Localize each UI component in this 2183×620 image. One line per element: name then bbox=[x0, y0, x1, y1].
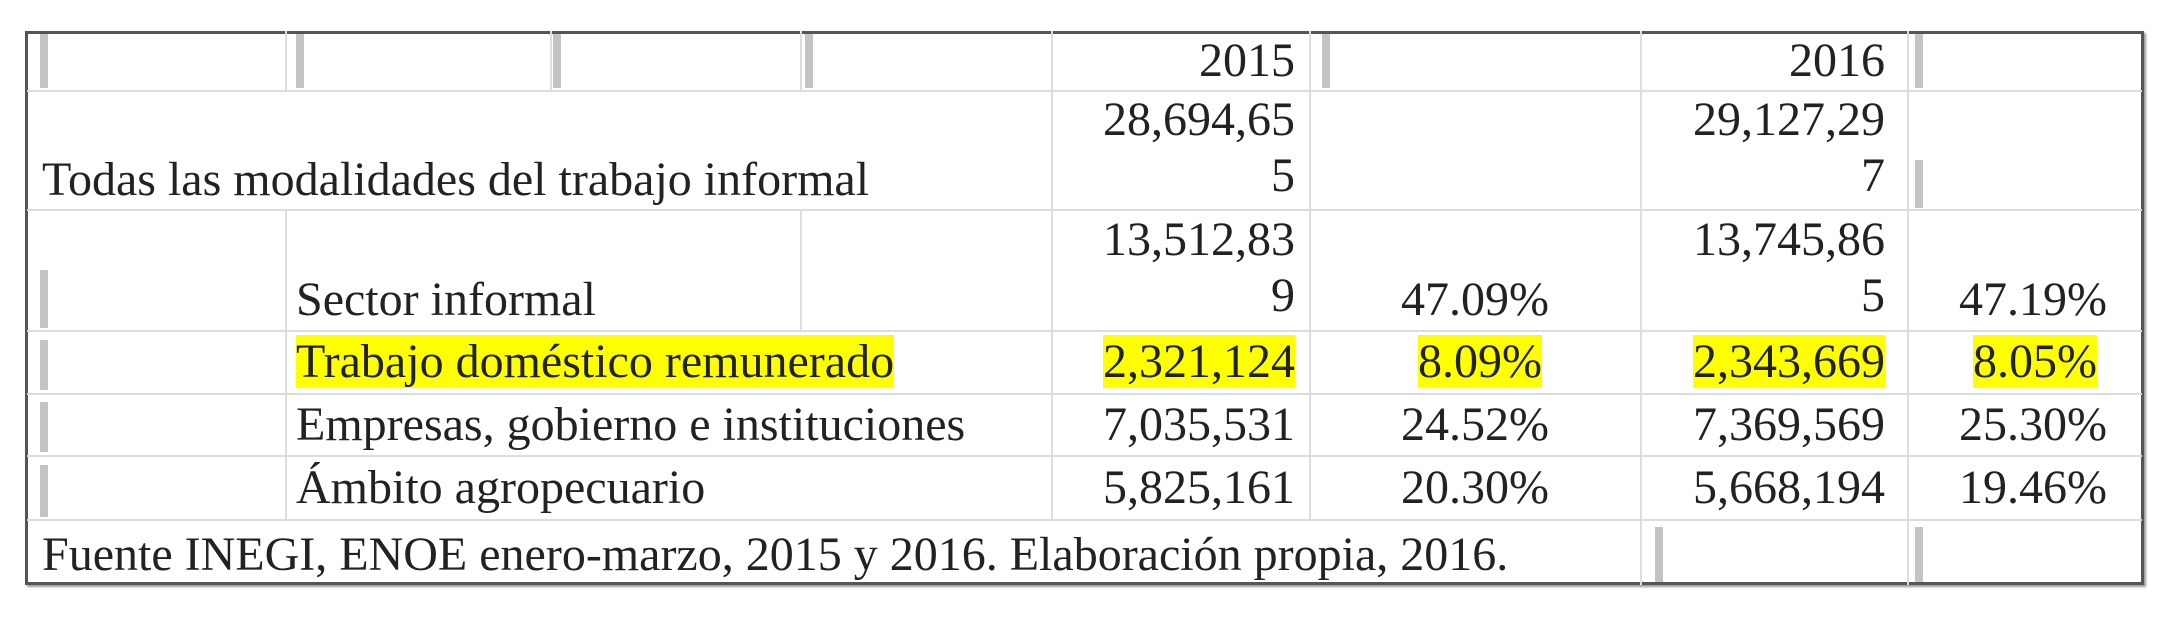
value: 13,745,865 bbox=[1693, 213, 1885, 322]
header-2015: 2015 bbox=[1199, 34, 1295, 87]
value: 8.05% bbox=[1973, 335, 2097, 388]
column-marker bbox=[40, 402, 48, 452]
column-marker bbox=[40, 270, 48, 328]
cell-2015-total: 28,694,655 bbox=[1051, 92, 1295, 204]
column-marker bbox=[1915, 160, 1923, 208]
row-label: Empresas, gobierno e instituciones bbox=[296, 398, 966, 451]
header-2016: 2016 bbox=[1789, 34, 1885, 87]
cell-2015: 2,321,124 bbox=[1051, 334, 1295, 390]
column-marker bbox=[40, 340, 48, 390]
cell-2016: 7,369,569 bbox=[1693, 398, 1885, 451]
col-divider bbox=[1907, 31, 1909, 585]
column-marker bbox=[296, 34, 304, 88]
cell-2015: 5,825,161 bbox=[1103, 461, 1295, 514]
cell-2016: 5,668,194 bbox=[1693, 461, 1885, 514]
row-divider bbox=[27, 330, 2142, 332]
column-marker bbox=[805, 34, 813, 88]
row-label: Sector informal bbox=[296, 273, 596, 326]
cell-2016: 13,745,865 bbox=[1640, 212, 1885, 324]
value: 2,343,669 bbox=[1693, 335, 1885, 388]
cell-2015: 7,035,531 bbox=[1103, 398, 1295, 451]
row-divider bbox=[27, 209, 2142, 211]
cell-2015: 13,512,839 bbox=[1051, 212, 1295, 324]
cell-2016-pct: 25.30% bbox=[1959, 398, 2107, 451]
value: 2,321,124 bbox=[1103, 335, 1295, 388]
row-divider bbox=[27, 393, 2142, 395]
col-divider bbox=[800, 31, 802, 90]
row-label-total: Todas las modalidades del trabajo inform… bbox=[42, 153, 870, 206]
value: 28,694,655 bbox=[1103, 93, 1295, 202]
cell-2015-pct: 24.52% bbox=[1401, 398, 1549, 451]
cell-2015-pct: 47.09% bbox=[1401, 273, 1549, 326]
row-divider bbox=[27, 90, 2142, 92]
value: 29,127,297 bbox=[1693, 93, 1885, 202]
column-marker bbox=[1915, 527, 1923, 582]
col-divider bbox=[1309, 31, 1311, 519]
col-divider bbox=[285, 31, 287, 90]
value: 13,512,839 bbox=[1103, 213, 1295, 322]
source-note: Fuente INEGI, ENOE enero-marzo, 2015 y 2… bbox=[42, 528, 1509, 581]
cell-2016-pct: 47.19% bbox=[1959, 273, 2107, 326]
row-label: Trabajo doméstico remunerado bbox=[296, 334, 895, 390]
column-marker bbox=[1655, 527, 1663, 582]
col-divider bbox=[285, 209, 287, 519]
cell-2016-pct: 19.46% bbox=[1959, 461, 2107, 514]
column-marker bbox=[1915, 34, 1923, 88]
row-label: Ámbito agropecuario bbox=[296, 461, 706, 514]
data-table bbox=[25, 31, 2144, 585]
row-divider bbox=[27, 455, 2142, 457]
cell-2015-pct: 20.30% bbox=[1401, 461, 1549, 514]
col-divider bbox=[550, 31, 552, 90]
col-divider bbox=[1640, 31, 1642, 585]
cell-2016: 2,343,669 bbox=[1640, 334, 1885, 390]
highlighted-text: Trabajo doméstico remunerado bbox=[296, 335, 895, 388]
column-marker bbox=[40, 34, 48, 88]
cell-2016-pct: 8.05% bbox=[1907, 334, 2097, 390]
col-divider bbox=[1051, 31, 1053, 519]
cell-2016-total: 29,127,297 bbox=[1640, 92, 1885, 204]
row-divider bbox=[27, 519, 2142, 521]
column-marker bbox=[40, 465, 48, 517]
column-marker bbox=[1322, 34, 1330, 88]
column-marker bbox=[553, 34, 561, 88]
value: 8.09% bbox=[1418, 335, 1542, 388]
cell-2015-pct: 8.09% bbox=[1309, 334, 1542, 390]
col-divider bbox=[800, 209, 802, 330]
